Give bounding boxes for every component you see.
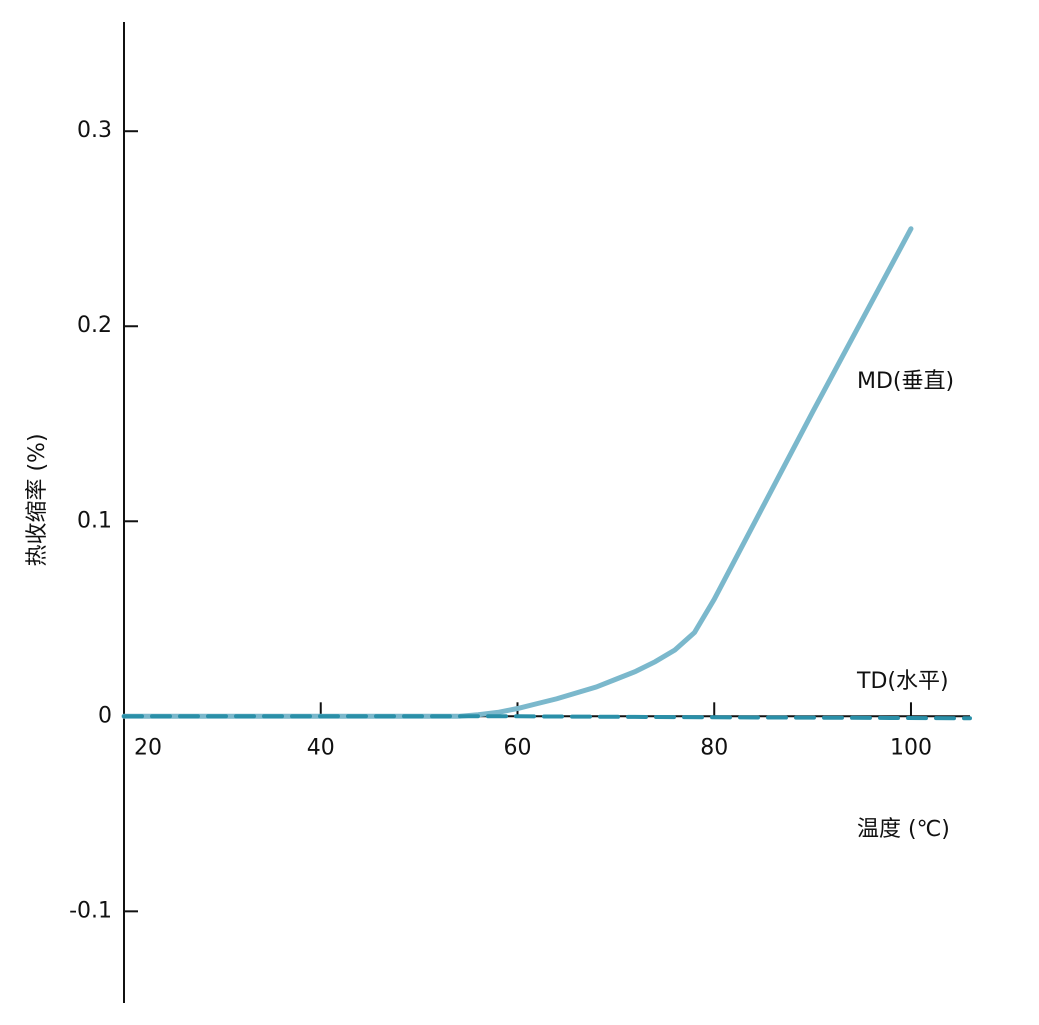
x-tick-label: 20 <box>134 735 162 760</box>
x-tick-label: 100 <box>890 735 932 760</box>
y-axis-label: 热收缩率 (%) <box>25 433 50 566</box>
y-tick-label: 0.3 <box>77 118 112 143</box>
y-tick-label: 0.1 <box>77 508 112 533</box>
y-tick-label: 0 <box>98 703 112 728</box>
y-tick-label: 0.2 <box>77 313 112 338</box>
series-label: MD(垂直) <box>857 369 954 394</box>
series-label: TD(水平) <box>856 669 949 694</box>
x-axis-label: 温度 (℃) <box>857 817 950 842</box>
x-tick-label: 80 <box>700 735 728 760</box>
series-line <box>121 226 914 719</box>
y-tick-label: -0.1 <box>69 898 112 923</box>
x-tick-label: 40 <box>307 735 335 760</box>
series-line <box>122 714 972 721</box>
x-tick-label: 60 <box>503 735 531 760</box>
